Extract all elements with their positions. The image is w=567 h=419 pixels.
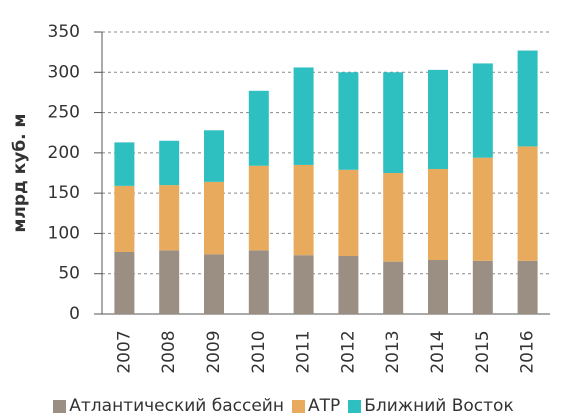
bar-segment <box>114 251 135 314</box>
y-tick-label: 350 <box>48 22 80 42</box>
x-tick-label: 2016 <box>518 330 538 373</box>
legend-swatch <box>291 399 305 413</box>
y-tick-label: 300 <box>48 62 80 82</box>
bar-segment <box>338 255 359 314</box>
bar-segment <box>383 72 404 173</box>
x-tick-label: 2008 <box>159 330 179 373</box>
bar-segment <box>338 72 359 170</box>
bar-segment <box>428 260 448 314</box>
x-tick-label: 2014 <box>428 330 448 373</box>
bar-segment <box>428 168 448 261</box>
bar-segment <box>204 254 224 314</box>
bar-segment <box>293 255 314 314</box>
bar-segment <box>428 69 448 169</box>
bar-segment <box>293 67 314 165</box>
bar-segment <box>204 181 224 255</box>
y-tick-label: 250 <box>48 103 80 123</box>
x-tick-label: 2011 <box>294 330 314 373</box>
bar-segment <box>472 260 493 314</box>
legend-item: Атлантический бассейн <box>53 396 284 416</box>
y-axis-label: млрд куб. м <box>10 114 30 233</box>
legend-item: АТР <box>291 396 341 416</box>
legend-label: Ближний Восток <box>364 396 514 416</box>
x-tick-label: 2010 <box>249 330 269 373</box>
bar-segment <box>248 250 269 314</box>
y-tick-label: 50 <box>58 264 80 284</box>
chart: млрд куб. м 0 50 100 150 200 250 300 350 2007 200… <box>10 22 550 374</box>
bar-segment <box>383 173 404 262</box>
y-tick-label: 0 <box>69 304 80 324</box>
bar-segment <box>159 185 180 251</box>
legend-swatch <box>53 399 67 413</box>
legend-item: Ближний Восток <box>348 396 514 416</box>
x-tick-label: 2012 <box>338 330 358 373</box>
legend: Атлантический бассейн АТР Ближний Восток <box>0 396 567 416</box>
legend-label: АТР <box>307 396 341 416</box>
x-tick-label: 2015 <box>473 330 493 373</box>
bar-segment <box>159 140 180 186</box>
bar-segment <box>517 50 538 147</box>
x-tick-label: 2013 <box>383 330 403 373</box>
bar-segment <box>293 164 314 256</box>
y-tick-label: 200 <box>48 143 80 163</box>
bar-segment <box>114 185 135 252</box>
bar-segment <box>248 90 269 166</box>
legend-label: Атлантический бассейн <box>69 396 284 416</box>
bar-segment <box>517 146 538 261</box>
y-tick-label: 150 <box>48 183 80 203</box>
y-tick-label: 100 <box>48 223 80 243</box>
bar-segment <box>159 250 180 314</box>
bar-segment <box>383 261 404 314</box>
bar-segment <box>338 169 359 256</box>
x-tick-label: 2007 <box>114 330 134 373</box>
bar-segment <box>517 260 538 314</box>
bar-segment <box>204 130 224 182</box>
legend-swatch <box>348 399 362 413</box>
x-tick-label: 2009 <box>204 330 224 373</box>
bar-segment <box>114 142 135 186</box>
bar-segment <box>472 157 493 261</box>
bar-segment <box>472 63 493 158</box>
bar-segment <box>248 165 269 251</box>
